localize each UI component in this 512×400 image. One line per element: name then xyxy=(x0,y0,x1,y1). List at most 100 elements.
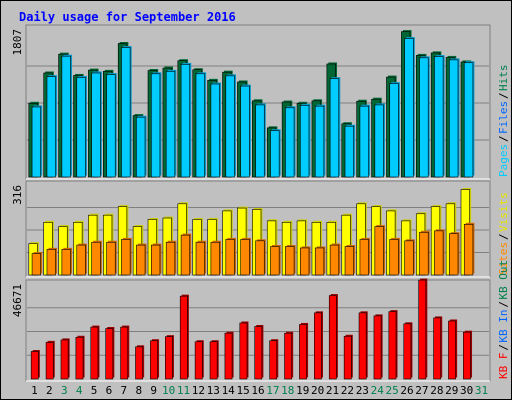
day-label-17: 17 xyxy=(266,384,279,397)
bar-sites-1 xyxy=(31,253,42,276)
day-label-16: 16 xyxy=(251,384,264,397)
side-label-separator: / xyxy=(497,301,510,308)
side-label-kb-in: KB In xyxy=(497,309,510,342)
side-label-kb-out: KB Out xyxy=(497,260,510,300)
bar-kb-f-2 xyxy=(45,342,54,380)
day-label-2: 2 xyxy=(46,384,53,397)
day-label-18: 18 xyxy=(281,384,294,397)
day-label-19: 19 xyxy=(296,384,309,397)
bar-kb-f-19 xyxy=(299,324,307,380)
max-label-visits-sites: 316 xyxy=(11,185,24,205)
bar-kb-f-30 xyxy=(463,331,471,380)
bar-files-29 xyxy=(449,59,459,178)
day-label-13: 13 xyxy=(207,384,220,397)
bar-files-22 xyxy=(344,125,354,178)
bar-files-11 xyxy=(180,64,191,178)
bar-kb-f-8 xyxy=(135,346,143,380)
max-label-kbytes: 46671 xyxy=(11,284,24,317)
bar-kb-f-5 xyxy=(90,326,99,380)
side-label-separator: / xyxy=(497,233,510,240)
bar-files-6 xyxy=(106,74,116,178)
day-label-27: 27 xyxy=(415,384,428,397)
bar-sites-9 xyxy=(150,244,161,276)
bar-files-12 xyxy=(195,73,205,178)
bar-files-4 xyxy=(76,77,86,178)
bar-files-7 xyxy=(121,47,131,178)
day-label-23: 23 xyxy=(356,384,369,397)
chart-title: Daily usage for September 2016 xyxy=(19,10,236,24)
bar-files-26 xyxy=(404,38,414,178)
bar-kb-f-14 xyxy=(224,332,233,380)
side-label-hits: Hits xyxy=(497,65,510,92)
bar-sites-4 xyxy=(76,244,86,276)
bar-kb-f-17 xyxy=(269,340,278,380)
bar-sites-7 xyxy=(121,239,131,276)
bar-sites-17 xyxy=(270,246,280,276)
bar-files-10 xyxy=(165,71,176,178)
bar-kb-f-7 xyxy=(120,326,129,380)
bar-sites-16 xyxy=(255,240,265,276)
side-label-sites: Sites xyxy=(497,242,510,275)
side-label-visits: Visits xyxy=(497,192,510,232)
bar-sites-20 xyxy=(314,247,325,276)
bar-sites-28 xyxy=(434,230,444,276)
bar-kb-f-3 xyxy=(60,339,69,380)
bar-files-17 xyxy=(270,130,280,178)
bar-sites-10 xyxy=(165,241,176,276)
day-label-10: 10 xyxy=(162,384,175,397)
bar-kb-f-18 xyxy=(284,332,292,380)
bar-files-5 xyxy=(91,72,101,178)
day-label-9: 9 xyxy=(150,384,157,397)
bar-files-21 xyxy=(329,78,340,178)
bar-files-15 xyxy=(240,85,250,178)
bar-kb-f-24 xyxy=(373,315,382,380)
bar-kb-f-26 xyxy=(403,323,412,380)
bar-kb-f-16 xyxy=(254,326,263,380)
bar-sites-29 xyxy=(449,233,459,276)
day-label-14: 14 xyxy=(222,384,236,397)
bar-sites-2 xyxy=(46,249,56,276)
bar-kb-f-11 xyxy=(179,295,188,380)
day-label-15: 15 xyxy=(236,384,249,397)
day-label-4: 4 xyxy=(76,384,83,397)
bar-kb-f-27 xyxy=(418,279,427,380)
bar-kb-f-15 xyxy=(239,322,248,380)
day-label-12: 12 xyxy=(192,384,205,397)
bar-sites-24 xyxy=(374,226,384,276)
bar-kb-f-6 xyxy=(105,328,114,380)
day-label-11: 11 xyxy=(177,384,190,397)
bar-files-2 xyxy=(46,76,56,178)
bar-sites-5 xyxy=(91,241,101,276)
bar-files-14 xyxy=(225,75,235,178)
side-label-separator: / xyxy=(497,344,510,351)
day-label-28: 28 xyxy=(430,384,443,397)
bar-sites-19 xyxy=(300,247,310,276)
bar-files-30 xyxy=(463,62,474,178)
bar-sites-23 xyxy=(359,239,369,276)
bar-files-28 xyxy=(434,56,444,178)
bar-kb-f-1 xyxy=(30,351,39,380)
bar-sites-13 xyxy=(210,241,220,276)
day-label-24: 24 xyxy=(371,384,385,397)
day-label-5: 5 xyxy=(91,384,98,397)
bar-sites-18 xyxy=(285,246,295,276)
day-label-21: 21 xyxy=(326,384,339,397)
bar-kb-f-22 xyxy=(343,335,352,380)
day-label-6: 6 xyxy=(106,384,113,397)
day-label-22: 22 xyxy=(341,384,354,397)
side-label-pages: Pages xyxy=(497,144,510,177)
side-label-kb-f: KB F xyxy=(497,353,510,380)
bar-sites-8 xyxy=(136,244,146,276)
bar-files-9 xyxy=(150,73,161,178)
side-label-separator: / xyxy=(497,135,510,142)
bar-sites-3 xyxy=(61,249,71,276)
bar-kb-f-10 xyxy=(165,336,173,380)
bar-sites-6 xyxy=(106,241,116,276)
bar-files-23 xyxy=(359,105,369,178)
bar-files-18 xyxy=(285,107,295,178)
day-label-26: 26 xyxy=(400,384,413,397)
day-label-29: 29 xyxy=(445,384,458,397)
bar-kb-f-4 xyxy=(75,336,84,380)
day-label-20: 20 xyxy=(311,384,324,397)
